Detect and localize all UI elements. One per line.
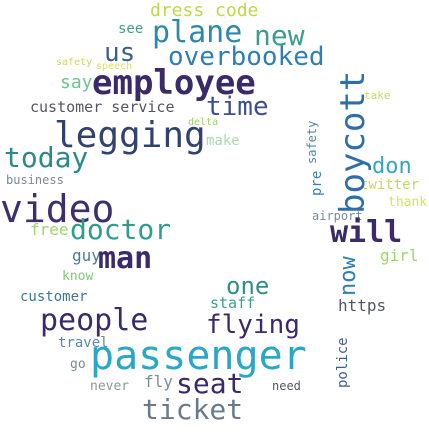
word-airport: airport [312,209,363,223]
word-thank: thank [388,195,428,210]
word-doctor: doctor [70,213,172,246]
word-dress-code: dress code [150,0,259,21]
word-never: never [90,379,130,394]
word-time: time [206,92,269,122]
word-customer-service: customer service [30,98,175,116]
word-business: business [6,173,64,187]
word-seat: seat [176,367,244,400]
word-boycott: boycott [333,70,373,214]
word-will: will [330,215,403,250]
word-people: people [40,303,149,338]
word-plane: plane [152,15,243,50]
word-know: know [62,269,94,284]
word-girl: girl [380,246,419,265]
word-staff: staff [210,294,256,312]
word-speech: speech [96,61,133,72]
word-passenger: passenger [90,333,307,379]
word-https: https [338,296,387,315]
word-ticket: ticket [142,393,244,426]
word-safety-vertical: safety [305,120,319,164]
word-don: don [372,154,412,179]
word-overbooked: overbooked [168,42,325,72]
word-say: say [60,72,93,93]
word-flying: flying [206,310,300,340]
word-go: go [70,357,86,372]
word-new: new [254,19,305,52]
word-now: now [336,256,361,296]
word-police: police [335,337,351,388]
word-delta: delta [188,117,219,128]
word-fly: fly [144,372,173,391]
word-make: make [206,133,240,149]
word-safety: safety [56,57,93,68]
word-us: us [104,38,136,68]
word-guy: guy [72,246,101,265]
word-video: video [0,187,115,231]
word-need: need [272,379,301,393]
word-today: today [4,141,89,174]
word-pre: pre [309,170,325,196]
word-travel: travel [58,335,109,351]
word-man: man [98,241,153,276]
word-legging: legging [54,115,206,156]
word-twitter: twitter [360,177,420,193]
word-one: one [226,272,270,300]
word-see: see [118,21,144,37]
word-free: free [30,220,69,239]
word-employee: employee [92,63,256,103]
word-customer: customer [20,289,88,305]
word-take: take [364,89,391,102]
